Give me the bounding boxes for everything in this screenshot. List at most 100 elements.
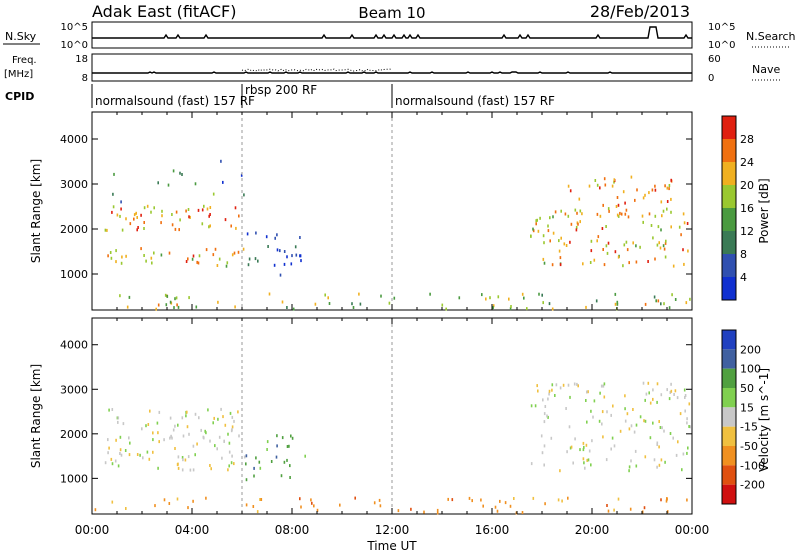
range-gate-cell	[587, 458, 590, 462]
range-gate-cell	[616, 213, 619, 217]
range-gate-cell	[177, 466, 180, 470]
velocity-colorbar-tick: 15	[740, 401, 754, 414]
range-gate-cell	[614, 302, 617, 306]
range-gate-cell	[604, 183, 607, 187]
power-cells	[104, 159, 691, 311]
range-gate-cell	[198, 416, 200, 420]
freq-tick-bottom: 8	[82, 73, 88, 84]
velocity-colorbar-frame	[721, 329, 737, 505]
nave-tick-bottom: 0	[708, 73, 714, 84]
range-gate-cell	[107, 451, 109, 455]
range-gate-cell	[569, 446, 572, 450]
range-gate-cell	[563, 242, 566, 246]
range-gate-cell	[679, 412, 682, 416]
range-gate-cell	[209, 439, 211, 443]
range-gate-cell	[574, 437, 576, 441]
range-gate-cell	[616, 302, 619, 306]
range-gate-cell	[169, 300, 172, 304]
range-gate-cell	[567, 496, 569, 500]
range-gate-cell	[649, 401, 652, 405]
range-gate-cell	[602, 248, 604, 251]
range-gate-cell	[548, 302, 551, 306]
range-gate-cell	[230, 461, 233, 465]
y-tick-label: 1000	[60, 472, 88, 485]
range-gate-cell	[234, 206, 237, 210]
range-gate-cell	[295, 253, 298, 257]
range-gate-cell	[659, 246, 662, 250]
range-gate-cell	[666, 186, 669, 190]
range-gate-cell	[133, 217, 135, 221]
range-gate-cell	[290, 262, 293, 266]
range-gate-cell	[616, 300, 619, 304]
range-gate-cell	[641, 510, 644, 514]
range-gate-cell	[231, 425, 234, 429]
range-gate-cell	[174, 297, 176, 301]
range-gate-cell	[378, 498, 381, 502]
range-gate-cell	[257, 259, 259, 263]
x-tick-label: 12:00	[375, 523, 410, 537]
range-gate-cell	[543, 420, 546, 424]
range-gate-cell	[140, 213, 142, 217]
range-gate-cell	[590, 239, 593, 243]
range-gate-cell	[231, 415, 234, 419]
range-gate-cell	[458, 296, 461, 300]
range-gate-cell	[273, 263, 276, 267]
range-gate-cell	[198, 254, 201, 258]
range-gate-cell	[688, 402, 691, 406]
range-gate-cell	[625, 240, 628, 244]
range-gate-cell	[544, 502, 546, 506]
range-gate-cell	[532, 229, 535, 233]
range-gate-cell	[300, 259, 302, 263]
range-gate-cell	[648, 391, 650, 395]
power-colorbar-step	[722, 254, 736, 277]
range-gate-cell	[635, 464, 638, 468]
range-gate-cell	[275, 455, 278, 459]
range-gate-cell	[266, 440, 269, 444]
range-gate-cell	[114, 459, 117, 463]
range-gate-cell	[122, 422, 125, 426]
range-gate-cell	[179, 171, 181, 175]
range-gate-cell	[208, 225, 210, 229]
range-gate-cell	[550, 436, 553, 440]
range-gate-cell	[599, 186, 601, 190]
range-gate-cell	[653, 458, 656, 462]
y-tick-label: 1000	[60, 268, 88, 281]
range-gate-cell	[182, 434, 185, 438]
range-gate-cell	[573, 382, 576, 386]
range-gate-cell	[253, 466, 255, 470]
range-gate-cell	[150, 210, 152, 214]
range-gate-cell	[607, 241, 610, 245]
range-gate-cell	[664, 241, 667, 245]
range-gate-cell	[616, 196, 619, 199]
range-gate-cell	[128, 295, 131, 299]
range-gate-cell	[582, 457, 585, 461]
range-gate-cell	[686, 222, 689, 225]
range-gate-cell	[592, 415, 594, 419]
range-gate-cell	[670, 197, 672, 201]
range-gate-cell	[622, 264, 624, 268]
range-gate-cell	[652, 397, 654, 401]
range-gate-cell	[481, 293, 483, 297]
range-gate-cell	[286, 306, 288, 309]
range-gate-cell	[661, 426, 663, 430]
range-gate-cell	[655, 299, 657, 303]
range-gate-cell	[600, 384, 603, 388]
y-tick-label: 4000	[60, 133, 88, 146]
range-gate-cell	[672, 436, 674, 440]
range-gate-cell	[499, 499, 501, 503]
range-gate-cell	[664, 184, 666, 188]
range-gate-cell	[537, 389, 539, 393]
range-gate-cell	[575, 228, 578, 232]
range-gate-cell	[535, 219, 537, 223]
range-gate-cell	[247, 263, 250, 267]
range-gate-cell	[207, 408, 209, 412]
range-gate-cell	[671, 293, 673, 297]
range-gate-cell	[583, 461, 585, 465]
freq-trace	[92, 71, 692, 74]
range-gate-cell	[150, 256, 153, 260]
range-gate-cell	[281, 436, 284, 440]
range-gate-cell	[235, 226, 237, 230]
range-gate-cell	[259, 466, 262, 470]
range-gate-cell	[220, 159, 222, 163]
range-gate-cell	[205, 431, 207, 435]
